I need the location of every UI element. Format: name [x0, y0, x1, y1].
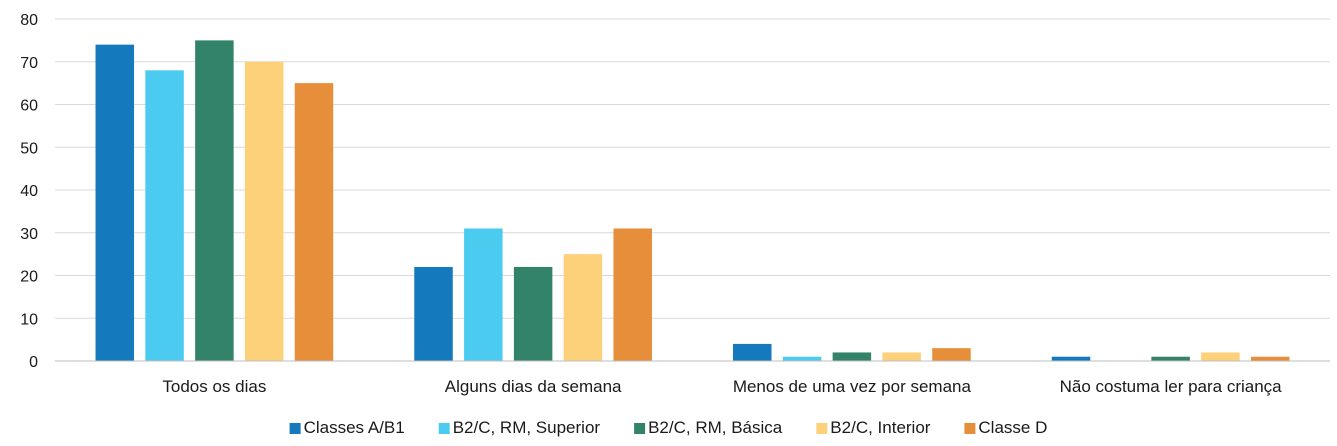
- legend-label: Classe D: [978, 418, 1047, 437]
- legend-label: B2/C, RM, Básica: [648, 418, 783, 437]
- bar: [832, 352, 872, 361]
- legend-item: Classe D: [964, 418, 1047, 437]
- bar: [195, 40, 234, 362]
- bar: [513, 266, 553, 361]
- legend-item: B2/C, Interior: [816, 418, 931, 437]
- y-tick-label: 80: [20, 12, 38, 29]
- bar: [1201, 352, 1240, 361]
- bar: [563, 254, 603, 362]
- legend-swatch: [816, 423, 828, 434]
- y-tick-label: 10: [20, 311, 38, 328]
- y-tick-label: 20: [20, 269, 38, 286]
- y-tick-label: 0: [29, 354, 38, 371]
- bar: [95, 44, 135, 362]
- bar: [244, 61, 284, 361]
- bar: [294, 83, 334, 362]
- bar: [145, 70, 184, 362]
- x-category-label: Não costuma ler para criança: [1060, 377, 1283, 396]
- legend-item: Classes A/B1: [289, 418, 405, 437]
- bar: [782, 356, 822, 361]
- legend-item: B2/C, RM, Superior: [438, 418, 601, 437]
- bar: [1250, 356, 1290, 361]
- x-axis-category-labels: Todos os dias Alguns dias da semana Menos …: [162, 377, 1282, 396]
- x-category-label: Todos os dias: [162, 377, 266, 396]
- legend: Classes A/B1 B2/C, RM, Superior B2/C, RM, …: [289, 418, 1047, 437]
- y-tick-label: 70: [20, 55, 38, 72]
- y-tick-label: 30: [20, 226, 38, 243]
- x-category-label: Menos de uma vez por semana: [733, 377, 972, 396]
- bar: [733, 343, 772, 361]
- legend-swatch: [964, 423, 976, 434]
- x-category-label: Alguns dias da semana: [445, 377, 622, 396]
- bar: [932, 348, 971, 361]
- bar: [882, 352, 921, 361]
- y-axis-ticks: 0 10 20 30 40 50 60 70 80: [20, 12, 38, 371]
- legend-swatch: [634, 423, 646, 434]
- legend-swatch: [438, 423, 450, 434]
- bars: [95, 40, 1290, 362]
- legend-label: B2/C, RM, Superior: [453, 418, 601, 437]
- y-tick-label: 60: [20, 98, 38, 115]
- bar: [613, 228, 652, 361]
- legend-swatch: [289, 423, 301, 434]
- bar: [464, 228, 503, 361]
- bar: [1051, 356, 1091, 361]
- y-tick-label: 50: [20, 140, 38, 157]
- legend-item: B2/C, RM, Básica: [634, 418, 783, 437]
- bar: [414, 266, 453, 361]
- legend-label: B2/C, Interior: [830, 418, 930, 437]
- bar: [1151, 356, 1190, 361]
- y-tick-label: 40: [20, 183, 38, 200]
- legend-label: Classes A/B1: [304, 418, 405, 437]
